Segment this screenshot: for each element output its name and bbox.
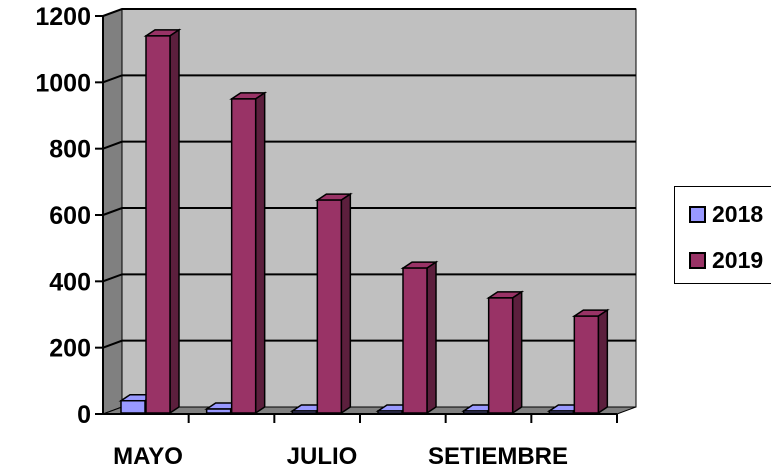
bar-side-2019: [597, 308, 609, 415]
y-tick-label: 1000: [35, 69, 91, 97]
bar-2018: [120, 399, 146, 414]
bar-2019: [573, 315, 600, 414]
gridline: [102, 207, 636, 216]
plot-area: [102, 8, 637, 415]
y-tick-label: 200: [49, 335, 91, 363]
legend-swatch-2018: [689, 206, 706, 223]
gridline: [102, 140, 636, 150]
bar-2018: [205, 408, 232, 414]
bar-2018: [462, 410, 489, 414]
legend: 2018 2019: [674, 186, 771, 284]
bar-2018: [291, 410, 318, 414]
bar-2019: [145, 35, 171, 414]
y-tick-label: 600: [49, 202, 91, 230]
legend-item-2019: 2019: [689, 247, 763, 274]
bar-side-2019: [426, 260, 437, 415]
gridline: [102, 339, 636, 349]
bar-2019: [402, 267, 428, 414]
y-tick-label: 400: [49, 268, 91, 296]
bar-2018: [548, 410, 575, 414]
legend-label-2019: 2019: [712, 247, 764, 273]
y-tick-label: 800: [49, 136, 91, 164]
bar-2019: [487, 297, 514, 414]
bar-side-2019: [511, 290, 523, 415]
x-category-label: SETIEMBRE: [428, 443, 568, 468]
bar-2018: [377, 410, 403, 414]
axes: [95, 15, 618, 423]
bar-2019: [316, 199, 343, 414]
y-tick-label: 1200: [35, 3, 91, 31]
bar-side-2019: [254, 91, 266, 415]
gridline: [102, 74, 636, 84]
gridline: [102, 273, 636, 283]
legend-label-2018: 2018: [712, 201, 764, 227]
bar-side-2019: [169, 28, 180, 415]
x-category-label: MAYO: [113, 443, 183, 468]
labels: 0 200 400 600 800 1000 1200 MAYO JULIO SETIEMBRE: [35, 3, 568, 468]
y-tick-label: 0: [77, 401, 91, 429]
bar-side-2019: [340, 192, 352, 415]
x-category-label: JULIO: [287, 443, 358, 468]
legend-swatch-2019: [689, 252, 706, 269]
bars: [118, 28, 610, 415]
legend-item-2018: 2018: [689, 201, 763, 228]
gridline: [102, 8, 636, 17]
bar-2019: [230, 98, 257, 414]
